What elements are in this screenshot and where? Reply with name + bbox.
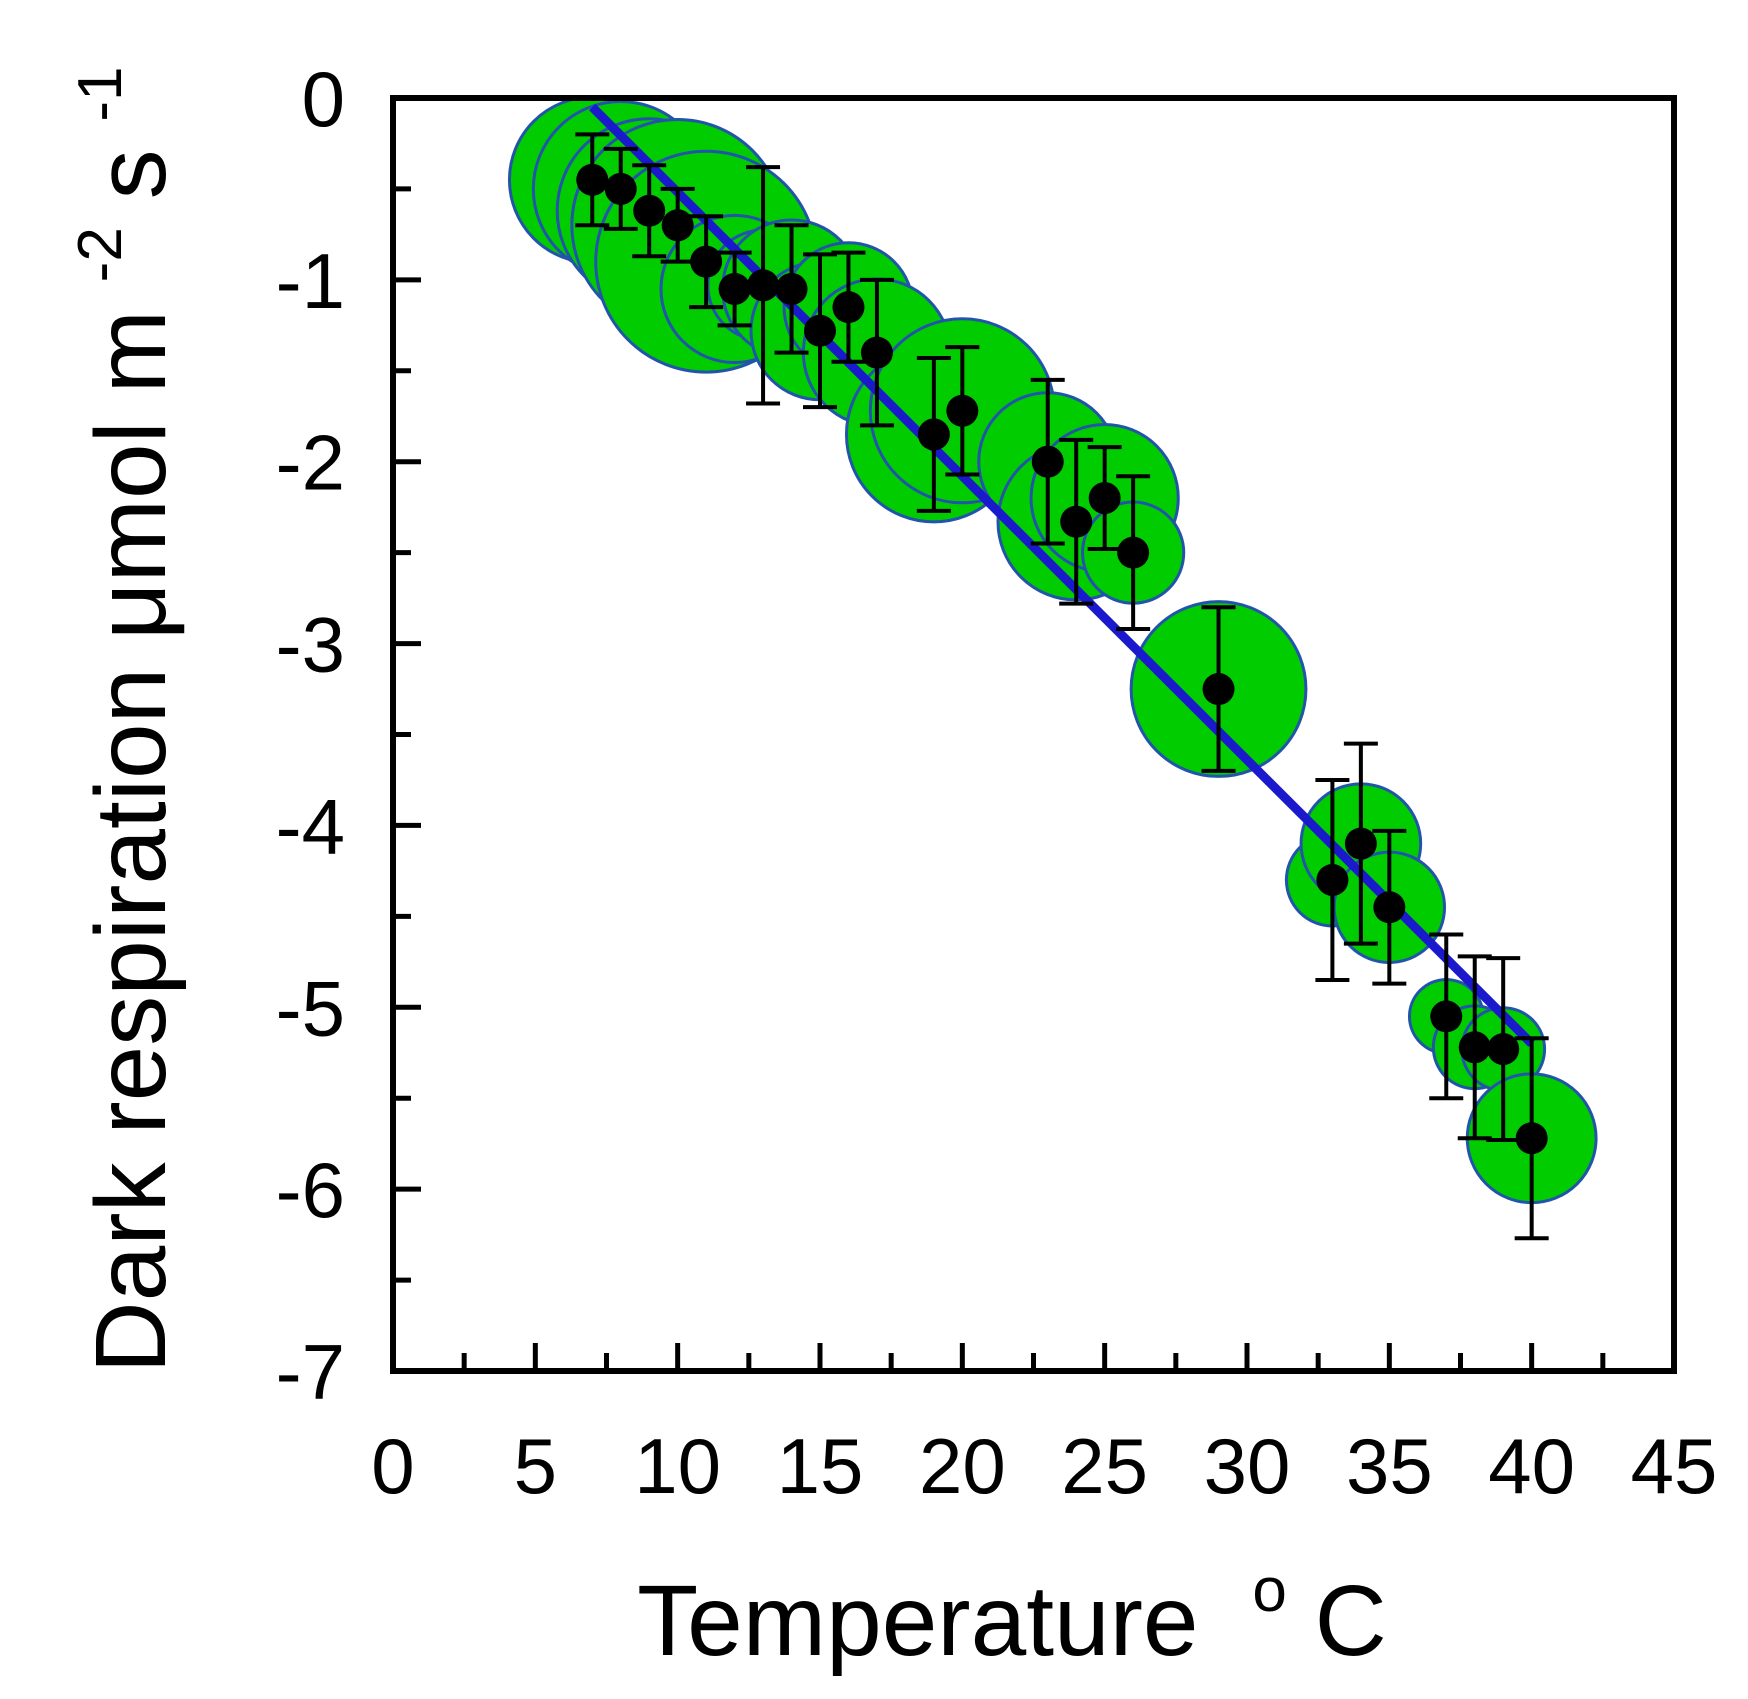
data-point-5 bbox=[718, 272, 751, 305]
x-tick-label: 40 bbox=[1488, 1422, 1575, 1510]
tick-labels-layer: 0 5 10 15 20 25 30 35 40 45 0 -1 -2 -3 -4 -5 -6 -7 bbox=[276, 55, 1718, 1510]
data-point-9 bbox=[832, 291, 865, 324]
data-point-8 bbox=[804, 314, 836, 347]
x-axis-title-unit: C bbox=[1315, 1565, 1387, 1677]
data-point-7 bbox=[775, 272, 808, 305]
data-point-1 bbox=[604, 172, 637, 205]
y-tick-label: -5 bbox=[276, 964, 345, 1052]
data-point-22 bbox=[1458, 1031, 1491, 1064]
data-point-20 bbox=[1373, 891, 1406, 924]
fit-line-layer bbox=[589, 103, 1535, 1047]
data-point-21 bbox=[1430, 1000, 1463, 1033]
data-point-10 bbox=[860, 336, 893, 369]
x-tick-label: 20 bbox=[919, 1422, 1006, 1510]
data-point-14 bbox=[1060, 505, 1093, 538]
x-tick-label: 10 bbox=[634, 1422, 721, 1510]
y-tick-label: -7 bbox=[276, 1328, 345, 1416]
x-tick-label: 45 bbox=[1631, 1422, 1718, 1510]
y-tick-label: -1 bbox=[276, 237, 345, 325]
y-tick-label: -2 bbox=[276, 419, 345, 507]
data-point-0 bbox=[576, 163, 609, 196]
ticks-layer bbox=[390, 95, 1677, 1374]
x-tick-label: 5 bbox=[514, 1422, 557, 1510]
data-point-12 bbox=[946, 394, 979, 427]
y-tick-label: -3 bbox=[276, 601, 345, 689]
data-point-23 bbox=[1487, 1033, 1520, 1066]
y-tick-label: -6 bbox=[276, 1146, 345, 1234]
x-tick-label: 0 bbox=[371, 1422, 414, 1510]
y-axis-title: Dark respiration μmol m -2 s -1 bbox=[31, 66, 187, 1373]
data-point-15 bbox=[1088, 482, 1121, 515]
data-point-16 bbox=[1117, 536, 1150, 569]
data-point-2 bbox=[633, 194, 666, 227]
x-axis-title-text: Temperature bbox=[637, 1565, 1198, 1677]
y-tick-label: -4 bbox=[276, 782, 345, 870]
x-axis-title-superscript: o bbox=[1252, 1556, 1286, 1625]
data-point-24 bbox=[1515, 1122, 1548, 1155]
data-point-18 bbox=[1316, 863, 1349, 896]
data-point-11 bbox=[917, 418, 950, 451]
y-axis-title-mid: s bbox=[75, 149, 187, 199]
x-tick-label: 30 bbox=[1204, 1422, 1291, 1510]
x-tick-label: 35 bbox=[1346, 1422, 1433, 1510]
data-point-13 bbox=[1031, 445, 1064, 478]
data-point-3 bbox=[661, 209, 694, 242]
y-axis-title-sup2: -1 bbox=[66, 66, 135, 121]
y-tick-label: 0 bbox=[302, 55, 345, 143]
fit-line bbox=[589, 103, 1535, 1047]
data-point-4 bbox=[690, 245, 723, 278]
data-point-17 bbox=[1202, 673, 1235, 706]
y-axis-title-text: Dark respiration μmol m bbox=[75, 310, 187, 1373]
points-layer bbox=[576, 163, 1548, 1155]
data-point-19 bbox=[1344, 827, 1377, 860]
y-axis-title-sup1: -2 bbox=[66, 227, 135, 282]
data-point-6 bbox=[747, 269, 780, 302]
x-tick-label: 15 bbox=[777, 1422, 864, 1510]
x-tick-label: 25 bbox=[1061, 1422, 1148, 1510]
x-axis-title: Temperature o C bbox=[637, 1521, 1387, 1677]
